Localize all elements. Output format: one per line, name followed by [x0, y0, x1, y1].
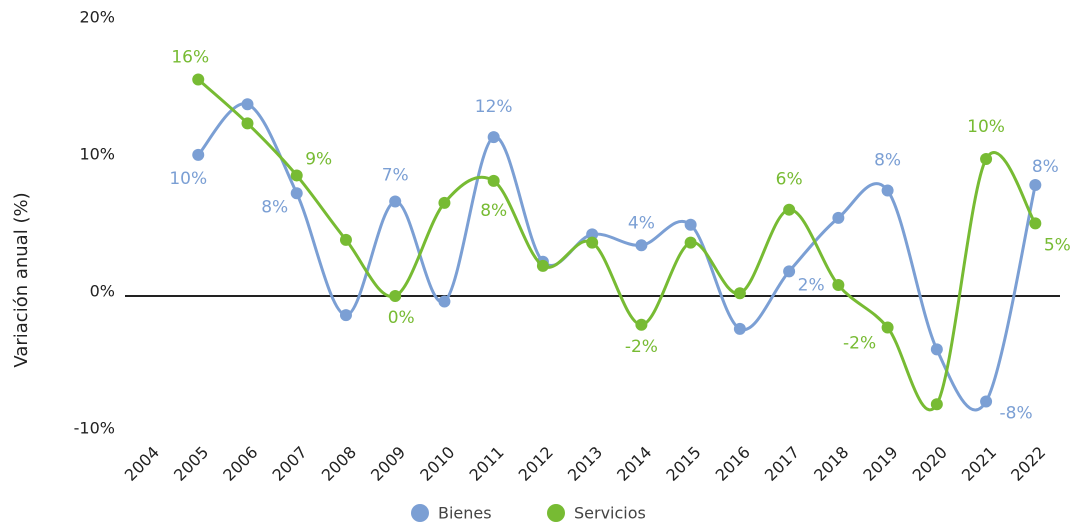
- x-tick-label: 2013: [564, 443, 606, 485]
- legend-label: Servicios: [574, 504, 646, 523]
- data-point: [635, 318, 648, 331]
- data-point: [536, 259, 549, 272]
- data-label: 6%: [776, 170, 803, 190]
- data-point: [339, 309, 352, 322]
- x-tick-label: 2015: [662, 443, 704, 485]
- data-point: [192, 73, 205, 86]
- x-tick-label: 2021: [958, 443, 1000, 485]
- legend-marker: [411, 504, 429, 522]
- data-point: [733, 322, 746, 335]
- x-tick-label: 2012: [515, 443, 557, 485]
- data-point: [192, 148, 205, 161]
- data-point: [389, 195, 402, 208]
- x-tick-label: 2010: [416, 443, 458, 485]
- data-label: -8%: [1000, 403, 1033, 423]
- data-label: -2%: [843, 334, 876, 354]
- x-tick-label: 2022: [1007, 443, 1049, 485]
- x-tick-label: 2019: [859, 443, 901, 485]
- data-point: [930, 398, 943, 411]
- x-tick-label: 2009: [367, 443, 409, 485]
- data-point: [487, 174, 500, 187]
- data-point: [684, 236, 697, 249]
- data-point: [832, 211, 845, 224]
- x-tick-label: 2016: [712, 443, 754, 485]
- data-label: -2%: [625, 337, 658, 357]
- data-label: 2%: [798, 275, 825, 295]
- data-point: [438, 295, 451, 308]
- data-point: [290, 169, 303, 182]
- data-point: [930, 343, 943, 356]
- x-tick-label: 2005: [170, 443, 212, 485]
- data-point: [241, 98, 254, 111]
- data-label: 8%: [874, 151, 901, 171]
- data-label: 8%: [1032, 157, 1059, 177]
- data-label: 9%: [305, 149, 332, 169]
- y-tick-label: -10%: [74, 419, 115, 438]
- data-label: 7%: [382, 165, 409, 185]
- data-label: 8%: [261, 197, 288, 217]
- data-point: [241, 117, 254, 130]
- x-tick-label: 2011: [465, 443, 507, 485]
- data-point: [586, 228, 599, 241]
- data-label: 5%: [1044, 235, 1070, 255]
- y-tick-label: 10%: [79, 145, 115, 164]
- legend-marker: [547, 504, 565, 522]
- series-line: [197, 78, 1037, 412]
- data-label: 12%: [475, 97, 513, 117]
- data-label: 10%: [169, 169, 207, 189]
- data-point: [733, 287, 746, 300]
- data-label: 10%: [967, 117, 1005, 137]
- data-point: [783, 265, 796, 278]
- data-point: [1029, 179, 1042, 192]
- y-tick-label: 20%: [79, 8, 115, 27]
- data-point: [389, 290, 402, 302]
- x-tick-label: 2007: [269, 443, 311, 485]
- data-point: [783, 203, 796, 216]
- data-point: [832, 279, 845, 292]
- x-tick-label: 2018: [810, 443, 852, 485]
- data-point: [635, 239, 648, 252]
- x-tick-label: 2014: [613, 443, 655, 485]
- data-point: [438, 196, 451, 209]
- data-label: 0%: [388, 308, 415, 328]
- data-point: [881, 321, 894, 334]
- x-tick-label: 2008: [318, 443, 360, 485]
- data-point: [290, 187, 303, 200]
- x-tick-label: 2017: [761, 443, 803, 485]
- x-tick-label: 2006: [219, 443, 261, 485]
- y-axis-label: Variación anual (%): [11, 192, 32, 367]
- data-point: [1029, 217, 1042, 230]
- data-point: [980, 153, 993, 165]
- data-label: 16%: [171, 48, 209, 68]
- data-point: [881, 184, 894, 197]
- data-point: [487, 131, 500, 144]
- x-tick-label: 2004: [121, 443, 163, 485]
- data-point: [586, 236, 599, 249]
- legend-label: Bienes: [438, 504, 492, 523]
- data-point: [684, 218, 697, 231]
- data-point: [339, 233, 352, 246]
- data-label: 4%: [628, 213, 655, 233]
- data-label: 8%: [480, 201, 507, 221]
- data-point: [980, 395, 993, 408]
- y-tick-label: 0%: [90, 282, 115, 301]
- x-tick-label: 2020: [909, 443, 951, 485]
